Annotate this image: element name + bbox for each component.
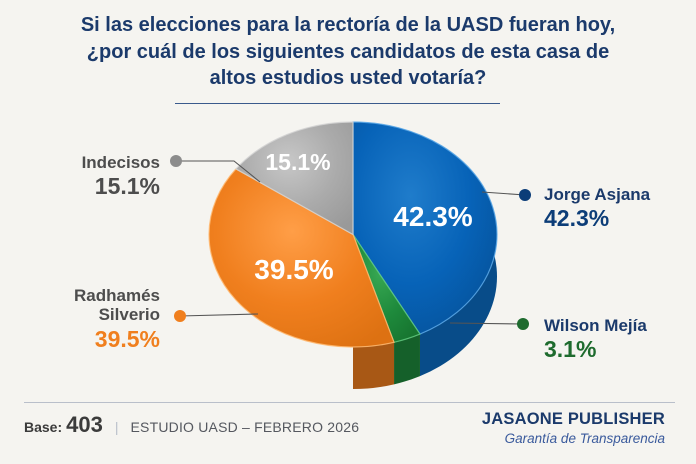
svg-text:39.5%: 39.5% xyxy=(254,254,333,285)
svg-text:42.3%: 42.3% xyxy=(393,201,472,232)
svg-text:15.1%: 15.1% xyxy=(265,149,330,175)
